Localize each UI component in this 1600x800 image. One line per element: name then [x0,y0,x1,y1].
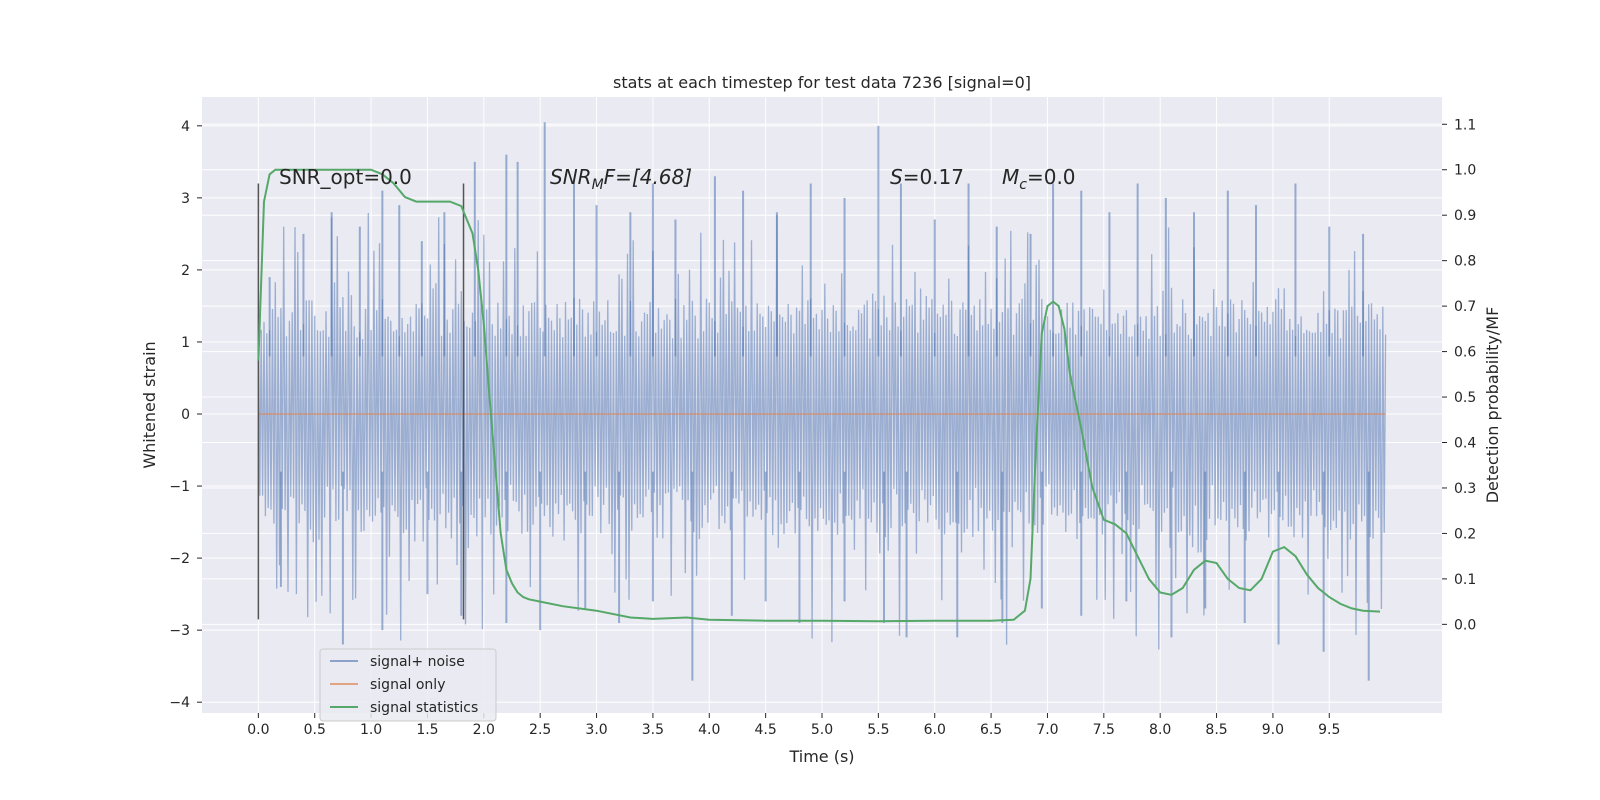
y-axis-label-left: Whitened strain [140,341,159,468]
yr-tick-label-6: 0.5 [1454,390,1476,406]
x-tick-label-3: 1.5 [416,722,438,738]
yl-tick-label-5: −1 [169,479,190,495]
yr-tick-label-5: 0.6 [1454,345,1476,361]
x-tick-label-0: 0.0 [247,722,269,738]
legend-label-signal-statistics: signal statistics [370,700,478,716]
yl-tick-label-2: 2 [181,263,190,279]
yl-tick-label-4: 0 [181,407,190,423]
series-signal-statistics [257,168,1381,623]
annotation-s: S=0.17 [890,165,964,189]
legend-label-signal-only: signal only [370,677,445,693]
x-tick-label-14: 7.0 [1036,722,1058,738]
chart-title: stats at each timestep for test data 723… [613,73,1031,92]
x-tick-label-12: 6.0 [924,722,946,738]
x-tick-label-13: 6.5 [980,722,1002,738]
annotation-snr-mf: SNRMF=[4.68] [550,165,692,193]
yr-tick-label-3: 0.8 [1454,254,1476,270]
yl-tick-label-8: −4 [169,695,190,711]
yr-tick-label-9: 0.2 [1454,526,1476,542]
x-tick-label-7: 3.5 [642,722,664,738]
ticks: 0.0 0.5 1.0 1.5 2.0 2.5 3.0 3.5 4.0 4.5 5.0 5.5 6.0 6… [169,117,1476,738]
x-tick-label-5: 2.5 [529,722,551,738]
yl-tick-label-0: 4 [181,119,190,135]
yl-tick-label-7: −3 [169,623,190,639]
yr-tick-label-0: 1.1 [1454,117,1476,133]
x-tick-label-18: 9.0 [1262,722,1284,738]
x-tick-label-17: 8.5 [1205,722,1227,738]
yr-tick-label-2: 0.9 [1454,208,1476,224]
vertical-markers [257,183,465,620]
annotation-snr-opt: SNR_opt=0.0 [279,165,412,189]
legend: signal+ noise signal only signal statist… [319,648,497,722]
x-tick-label-10: 5.0 [811,722,833,738]
x-tick-label-6: 3.0 [585,722,607,738]
x-tick-label-9: 4.5 [755,722,777,738]
x-tick-label-2: 1.0 [360,722,382,738]
yl-tick-label-1: 3 [181,191,190,207]
x-tick-label-15: 7.5 [1093,722,1115,738]
yr-tick-label-8: 0.3 [1454,481,1476,497]
yr-tick-label-4: 0.7 [1454,299,1476,315]
yr-tick-label-11: 0.0 [1454,617,1476,633]
legend-box [319,648,497,722]
x-tick-label-11: 5.5 [867,722,889,738]
x-tick-label-16: 8.0 [1149,722,1171,738]
yl-tick-label-3: 1 [181,335,190,351]
yr-tick-label-7: 0.4 [1454,436,1476,452]
x-axis-label: Time (s) [788,747,854,766]
series-signal-noise [257,122,1387,681]
y-axis-label-right: Detection probability/MF [1483,307,1502,504]
yl-tick-label-6: −2 [169,551,190,567]
annotation-mc: Mc=0.0 [1002,165,1076,193]
legend-label-signal-noise: signal+ noise [370,654,465,670]
x-tick-label-8: 4.0 [698,722,720,738]
x-tick-label-19: 9.5 [1318,722,1340,738]
signal-statistics-line [257,168,1381,623]
yr-tick-label-10: 0.1 [1454,572,1476,588]
x-tick-label-1: 0.5 [304,722,326,738]
noise-trace [257,212,1387,650]
x-tick-label-4: 2.0 [473,722,495,738]
yr-tick-label-1: 1.0 [1454,163,1476,179]
